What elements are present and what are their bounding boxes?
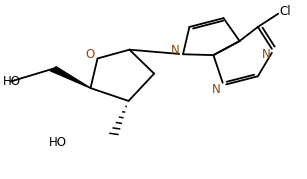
Polygon shape: [50, 67, 91, 88]
Text: N: N: [171, 44, 180, 57]
Text: N: N: [262, 48, 271, 61]
Text: Cl: Cl: [280, 6, 291, 18]
Text: HO: HO: [3, 74, 21, 88]
Text: O: O: [85, 48, 94, 61]
Text: N: N: [212, 83, 221, 96]
Text: HO: HO: [49, 136, 67, 149]
